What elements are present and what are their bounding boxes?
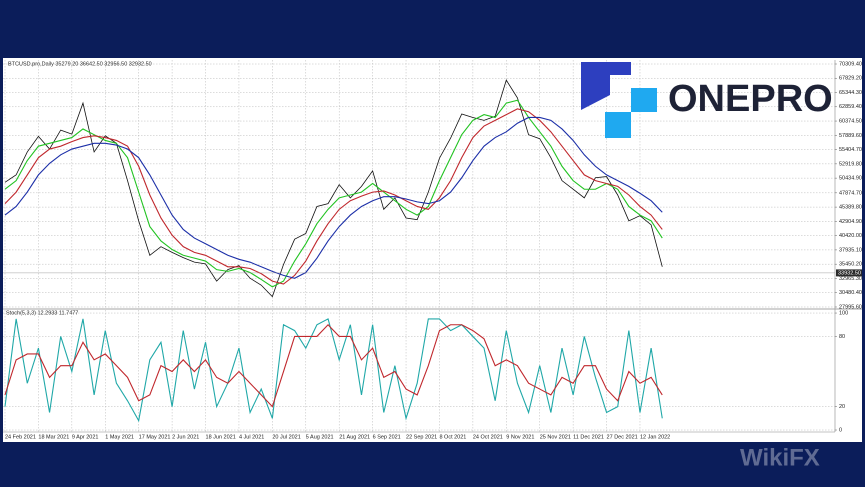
x-tick-label: 4 Jul 2021 xyxy=(239,434,264,440)
logo-mark xyxy=(605,112,631,138)
y-tick-label: 42904.90 xyxy=(839,219,862,225)
x-tick-label: 5 Aug 2021 xyxy=(306,434,334,440)
x-tick-label: 24 Oct 2021 xyxy=(473,434,503,440)
logo-text: ONEPRO xyxy=(668,78,833,120)
series-line xyxy=(4,318,663,423)
x-tick-label: 12 Jan 2022 xyxy=(640,434,670,440)
y-tick-label: 20 xyxy=(839,404,845,410)
y-tick-label: 70309.40 xyxy=(839,61,862,67)
y-tick-label: 30480.40 xyxy=(839,290,862,296)
x-tick-label: 20 Jul 2021 xyxy=(272,434,300,440)
x-tick-label: 18 Mar 2021 xyxy=(38,434,69,440)
y-tick-label: 45389.80 xyxy=(839,205,862,211)
main-title: BTCUSD.pro,Daily 35279.20 36642.50 32956… xyxy=(8,61,152,67)
x-tick-label: 2 Jun 2021 xyxy=(172,434,199,440)
x-tick-label: 17 May 2021 xyxy=(139,434,171,440)
series-line xyxy=(4,116,663,279)
series-line xyxy=(4,79,663,298)
y-tick-label: 50434.90 xyxy=(839,176,862,182)
x-tick-label: 22 Sep 2021 xyxy=(406,434,437,440)
x-tick-label: 1 May 2021 xyxy=(105,434,134,440)
x-tick-label: 27 Dec 2021 xyxy=(607,434,638,440)
y-tick-label: 37935.10 xyxy=(839,247,862,253)
x-tick-label: 9 Nov 2021 xyxy=(506,434,534,440)
logo: ONEPRO xyxy=(581,62,833,138)
logo-mark xyxy=(581,62,631,110)
x-tick-label: 25 Nov 2021 xyxy=(540,434,571,440)
x-tick-label: 24 Feb 2021 xyxy=(5,434,36,440)
y-tick-label: 47874.70 xyxy=(839,190,862,196)
x-tick-label: 8 Oct 2021 xyxy=(439,434,466,440)
x-tick-label: 11 Dec 2021 xyxy=(573,434,604,440)
y-tick-label: 65344.30 xyxy=(839,90,862,96)
x-tick-label: 9 Apr 2021 xyxy=(72,434,99,440)
x-tick-label: 6 Sep 2021 xyxy=(373,434,401,440)
series-line xyxy=(4,108,663,285)
watermark: WikiFX xyxy=(740,444,820,471)
logo-mark xyxy=(631,88,657,112)
last-price-box xyxy=(836,269,862,277)
y-tick-label: 52919.80 xyxy=(839,161,862,167)
last-price-label: 33932.50 xyxy=(838,270,861,276)
y-tick-label: 35450.20 xyxy=(839,262,862,268)
series-line xyxy=(4,99,663,288)
y-tick-label: 60374.50 xyxy=(839,119,862,125)
x-tick-label: 18 Jun 2021 xyxy=(206,434,236,440)
stoch-title: Stoch(5,3,3) 12.2933 11.7477 xyxy=(6,310,78,316)
series-line xyxy=(4,323,663,408)
y-tick-label: 57889.60 xyxy=(839,133,862,139)
y-tick-label: 55404.70 xyxy=(839,147,862,153)
y-tick-label: 80 xyxy=(839,334,845,340)
y-tick-label: 67829.20 xyxy=(839,76,862,82)
y-tick-label: 40420.00 xyxy=(839,233,862,239)
y-tick-label: 0 xyxy=(839,427,842,433)
y-tick-label: 32965.30 xyxy=(839,276,862,282)
y-tick-label: 100 xyxy=(839,310,848,316)
y-tick-label: 27995.60 xyxy=(839,304,862,310)
y-tick-label: 62859.40 xyxy=(839,104,862,110)
x-tick-label: 21 Aug 2021 xyxy=(339,434,370,440)
